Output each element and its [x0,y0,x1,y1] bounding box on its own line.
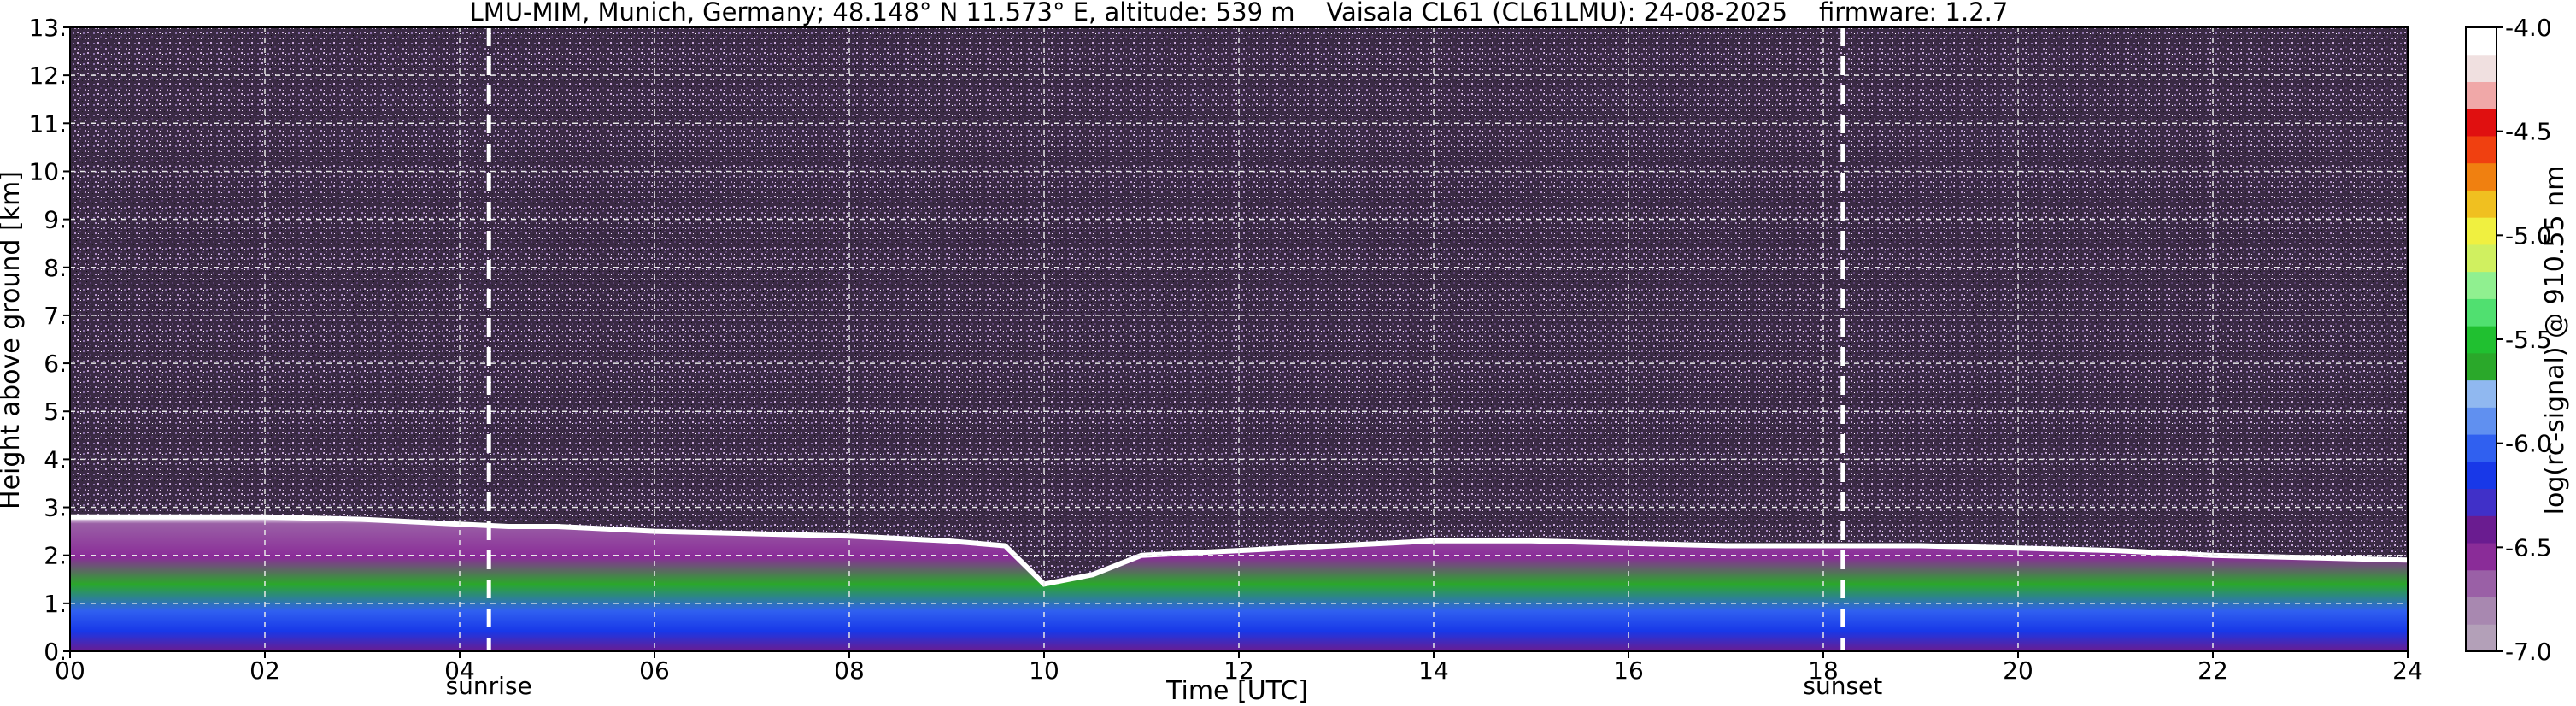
colorbar: -7.0 -6.5 -6.0 -5.5 -5.0 -4.5 -4.0 [2465,14,2552,666]
colorbar-swatch [2466,109,2497,137]
x-tick-label: 10 [1029,656,1059,685]
y-tick-label: 7. [44,302,67,330]
colorbar-swatch [2466,326,2497,354]
sunrise-label: sunrise [446,672,532,700]
y-tick-label: 1. [44,590,67,618]
colorbar-swatch [2466,379,2497,408]
x-tick-label: 08 [834,656,865,685]
colorbar-tick-label: -6.5 [2505,533,2552,562]
x-tick-label: 06 [639,656,670,685]
x-tick-label: 02 [249,656,280,685]
x-axis: sunrise sunset 00 02 04 06 08 10 12 14 16 18 20 22 24 [55,651,2423,700]
grid-lines [70,27,2408,651]
plot-area [69,26,2409,652]
sunset-label: sunset [1803,672,1882,700]
x-tick-label: 16 [1613,656,1644,685]
y-tick-label: 9. [44,206,67,234]
y-tick-label: 13. [28,14,67,42]
colorbar-swatch [2466,461,2497,490]
y-tick-label: 10. [28,157,67,185]
colorbar-swatch [2466,624,2497,652]
x-tick-label: 00 [55,656,85,685]
colorbar-swatch [2466,162,2497,191]
x-tick-label: 18 [1808,656,1839,685]
colorbar-swatch [2466,244,2497,273]
colorbar-tick-label: -6.0 [2505,430,2552,458]
y-tick-label: 2. [44,542,67,570]
colorbar-tick-label: -5.0 [2505,221,2552,250]
y-tick-label: 8. [44,254,67,282]
colorbar-swatch [2466,298,2497,327]
colorbar-swatch [2466,217,2497,245]
colorbar-swatch [2466,543,2497,571]
colorbar-swatch [2466,569,2497,598]
colorbar-swatch [2466,515,2497,544]
colorbar-swatch [2466,407,2497,435]
x-tick-label: 20 [2003,656,2033,685]
colorbar-swatch [2466,27,2497,56]
sun-markers [486,27,1845,651]
boundary-layer-top [70,514,2409,587]
colorbar-tick-label: -7.0 [2505,638,2552,666]
y-tick-label: 11. [28,109,67,138]
chart-title: LMU-MIM, Munich, Germany; 48.148° N 11.5… [470,0,2009,26]
colorbar-swatch [2466,597,2497,625]
colorbar-swatch [2466,135,2497,164]
x-tick-label: 22 [2198,656,2228,685]
y-tick-label: 6. [44,350,67,378]
y-tick-label: 3. [44,494,67,522]
y-tick-label: 12. [28,62,67,90]
colorbar-swatch [2466,352,2497,381]
y-axis-label: Height above ground [km] [0,171,26,509]
x-tick-label: 24 [2392,656,2423,685]
colorbar-swatch [2466,488,2497,516]
x-tick-label: 12 [1223,656,1254,685]
x-tick-label: 04 [444,656,475,685]
colorbar-tick-label: -4.5 [2505,118,2552,146]
y-tick-label: 4. [44,445,67,474]
y-axis: 0. 1. 2. 3. 4. 5. 6. 7. 8. 9. 10. 11. 12. 13. [28,14,70,666]
colorbar-swatch [2466,190,2497,218]
colorbar-swatch [2466,54,2497,82]
colorbar-swatch [2466,434,2497,462]
colorbar-tick-label: -5.5 [2505,326,2552,354]
colorbar-tick-label: -4.0 [2505,14,2552,42]
colorbar-label: log(rc-signal) @ 910.55 nm [2540,166,2570,515]
x-axis-label: Time [UTC] [1165,676,1308,706]
colorbar-swatch [2466,271,2497,299]
x-tick-label: 14 [1418,656,1449,685]
y-tick-label: 5. [44,397,67,426]
y-tick-label: 0. [44,638,67,666]
colorbar-swatch [2466,81,2497,109]
